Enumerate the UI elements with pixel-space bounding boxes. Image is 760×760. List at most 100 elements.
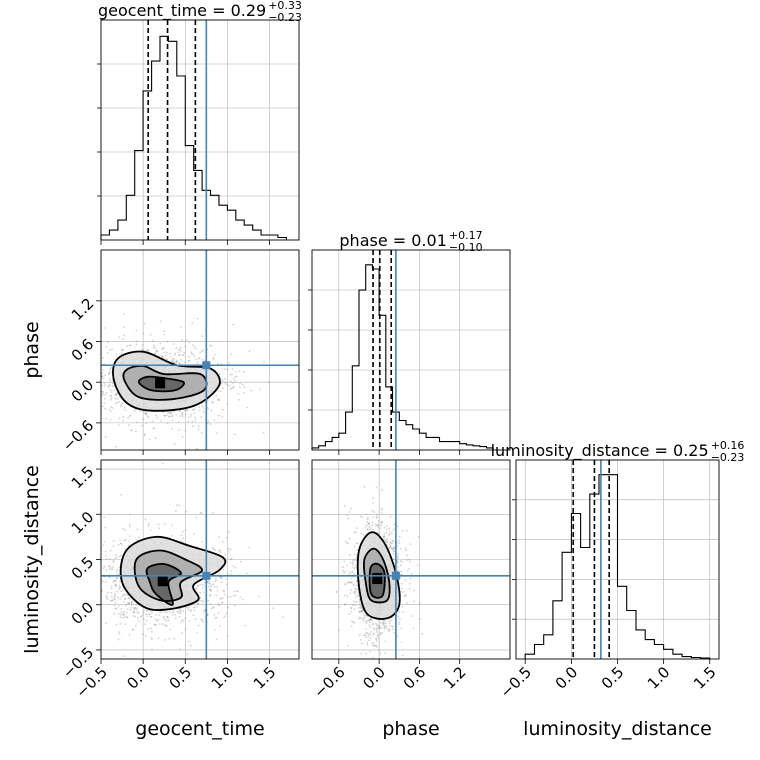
- scatter-point: [161, 355, 164, 358]
- scatter-point: [213, 628, 216, 631]
- scatter-point: [136, 528, 139, 531]
- scatter-point: [349, 592, 352, 594]
- ytick-label-luminosity_distance: 0.0: [68, 598, 98, 628]
- scatter-point: [136, 421, 139, 424]
- scatter-point: [381, 622, 384, 625]
- scatter-point: [187, 640, 190, 643]
- scatter-point: [364, 616, 366, 619]
- scatter-point: [108, 373, 111, 375]
- scatter-point: [109, 398, 112, 401]
- scatter-point: [169, 411, 172, 414]
- scatter-point: [227, 530, 230, 533]
- scatter-point: [379, 527, 382, 530]
- scatter-point: [384, 652, 387, 654]
- scatter-point: [95, 401, 97, 403]
- scatter-point: [392, 549, 394, 552]
- scatter-point: [201, 359, 203, 361]
- scatter-point: [408, 558, 411, 561]
- scatter-point: [225, 583, 228, 586]
- scatter-point: [94, 624, 96, 626]
- scatter-point: [232, 386, 235, 389]
- scatter-point: [242, 383, 244, 386]
- scatter-point: [109, 565, 111, 568]
- scatter-point: [226, 368, 229, 371]
- scatter-point: [190, 609, 192, 611]
- scatter-point: [368, 618, 371, 621]
- scatter-point: [162, 462, 164, 465]
- scatter-point: [370, 618, 372, 621]
- scatter-point: [109, 367, 112, 370]
- scatter-point: [182, 354, 185, 356]
- scatter-point: [193, 345, 196, 348]
- scatter-point: [130, 601, 133, 604]
- scatter-point: [360, 607, 363, 610]
- scatter-point: [371, 623, 374, 626]
- scatter-point: [397, 561, 399, 564]
- scatter-point: [217, 398, 220, 401]
- scatter-point: [368, 639, 370, 642]
- scatter-point: [348, 581, 350, 584]
- scatter-point: [351, 570, 354, 573]
- scatter-point: [94, 584, 96, 586]
- scatter-point: [134, 615, 137, 618]
- scatter-point: [352, 583, 355, 586]
- scatter-point: [110, 585, 113, 587]
- scatter-point: [99, 554, 101, 556]
- scatter-point: [367, 632, 369, 635]
- scatter-point: [413, 589, 416, 592]
- scatter-point: [209, 423, 212, 426]
- scatter-point: [123, 539, 126, 542]
- scatter-point: [174, 510, 177, 512]
- scatter-point: [230, 353, 232, 356]
- scatter-point: [230, 558, 233, 560]
- scatter-point: [365, 524, 368, 527]
- scatter-point: [113, 389, 115, 392]
- scatter-point: [168, 412, 171, 415]
- scatter-point: [109, 384, 112, 387]
- scatter-point: [356, 584, 358, 587]
- scatter-point: [209, 603, 212, 605]
- yaxis-label-phase: phase: [21, 321, 43, 378]
- scatter-point: [99, 364, 101, 366]
- scatter-point: [128, 602, 131, 605]
- scatter-point: [232, 385, 235, 388]
- scatter-point: [362, 609, 364, 611]
- scatter-point: [219, 549, 222, 552]
- scatter-point: [182, 537, 185, 540]
- scatter-point: [357, 592, 360, 594]
- scatter-point: [400, 641, 403, 644]
- scatter-point: [179, 611, 182, 613]
- scatter-point: [195, 358, 197, 360]
- scatter-point: [216, 589, 219, 592]
- scatter-point: [118, 633, 121, 635]
- scatter-point: [141, 349, 144, 352]
- scatter-point: [96, 332, 98, 334]
- scatter-point: [180, 346, 183, 349]
- scatter-point: [170, 411, 173, 414]
- scatter-point: [355, 580, 358, 582]
- title-sub: −0.23: [268, 11, 302, 24]
- scatter-point: [355, 564, 357, 567]
- scatter-point: [105, 392, 108, 394]
- title-text: phase = 0.01: [339, 231, 446, 250]
- scatter-point: [122, 338, 125, 341]
- scatter-point: [238, 399, 240, 401]
- scatter-point: [352, 584, 355, 587]
- scatter-point: [353, 531, 356, 534]
- scatter-point: [105, 554, 107, 557]
- scatter-point: [149, 529, 152, 531]
- scatter-point: [343, 560, 346, 563]
- scatter-point: [361, 516, 364, 519]
- scatter-point: [166, 358, 168, 361]
- scatter-point: [383, 535, 385, 538]
- scatter-point: [189, 415, 192, 418]
- scatter-point: [243, 386, 246, 389]
- scatter-point: [397, 566, 399, 568]
- scatter-point: [170, 534, 173, 537]
- panel-frame-phase_vs_luminosity_distance: [311, 459, 511, 660]
- scatter-point: [184, 409, 187, 412]
- scatter-point: [242, 391, 245, 394]
- scatter-point: [88, 549, 90, 551]
- scatter-point: [225, 383, 228, 386]
- scatter-point: [122, 589, 124, 592]
